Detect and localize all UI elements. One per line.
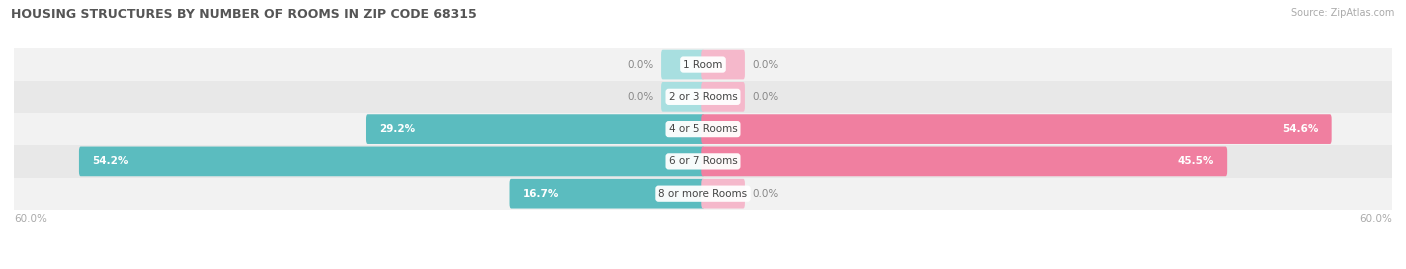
Text: 6 or 7 Rooms: 6 or 7 Rooms <box>669 156 737 167</box>
Text: 29.2%: 29.2% <box>380 124 415 134</box>
FancyBboxPatch shape <box>661 82 704 112</box>
Text: 2 or 3 Rooms: 2 or 3 Rooms <box>669 92 737 102</box>
Text: 0.0%: 0.0% <box>627 92 654 102</box>
Text: 0.0%: 0.0% <box>752 189 779 199</box>
Text: 0.0%: 0.0% <box>627 59 654 70</box>
Text: 45.5%: 45.5% <box>1178 156 1213 167</box>
FancyBboxPatch shape <box>702 179 745 208</box>
Bar <box>14 178 1392 210</box>
Text: 16.7%: 16.7% <box>523 189 560 199</box>
Text: 8 or more Rooms: 8 or more Rooms <box>658 189 748 199</box>
Bar <box>14 81 1392 113</box>
Text: HOUSING STRUCTURES BY NUMBER OF ROOMS IN ZIP CODE 68315: HOUSING STRUCTURES BY NUMBER OF ROOMS IN… <box>11 8 477 21</box>
Bar <box>14 113 1392 145</box>
Bar <box>14 48 1392 81</box>
FancyBboxPatch shape <box>79 147 704 176</box>
Bar <box>14 145 1392 178</box>
Text: 54.2%: 54.2% <box>93 156 128 167</box>
Text: 0.0%: 0.0% <box>752 59 779 70</box>
Text: 0.0%: 0.0% <box>752 92 779 102</box>
FancyBboxPatch shape <box>702 82 745 112</box>
FancyBboxPatch shape <box>509 179 704 208</box>
FancyBboxPatch shape <box>661 50 704 79</box>
FancyBboxPatch shape <box>702 50 745 79</box>
Text: 1 Room: 1 Room <box>683 59 723 70</box>
FancyBboxPatch shape <box>702 114 1331 144</box>
Text: 60.0%: 60.0% <box>1360 214 1392 224</box>
Text: 60.0%: 60.0% <box>14 214 46 224</box>
Text: Source: ZipAtlas.com: Source: ZipAtlas.com <box>1291 8 1395 18</box>
FancyBboxPatch shape <box>366 114 704 144</box>
Text: 4 or 5 Rooms: 4 or 5 Rooms <box>669 124 737 134</box>
FancyBboxPatch shape <box>702 147 1227 176</box>
Text: 54.6%: 54.6% <box>1282 124 1319 134</box>
